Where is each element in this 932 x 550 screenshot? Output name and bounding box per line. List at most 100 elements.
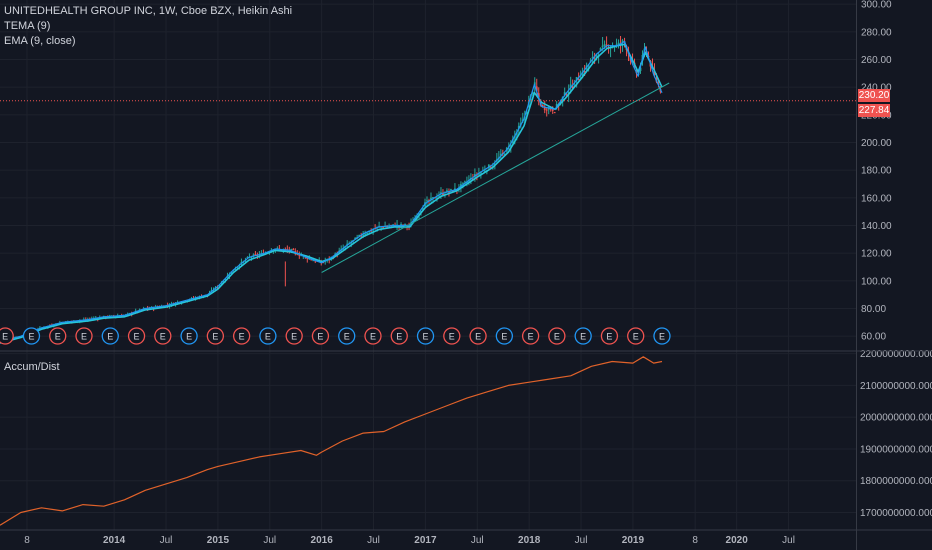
earnings-marker-label: E [370, 332, 376, 342]
candle-body [605, 44, 608, 46]
earnings-marker-label: E [55, 332, 61, 342]
earnings-marker-label: E [528, 332, 534, 342]
candle-body [509, 145, 512, 147]
earnings-marker-icon [338, 327, 356, 345]
candle-body [603, 44, 606, 47]
candle-body [254, 254, 257, 256]
price-tick-label: 200.00 [861, 138, 892, 149]
earnings-marker-icon [206, 327, 225, 345]
candle-body [346, 243, 349, 245]
time-tick-label: 2017 [414, 535, 437, 546]
price-tick-label: 120.00 [861, 249, 892, 260]
earnings-marker-icon [285, 327, 303, 345]
earnings-marker-label: E [606, 332, 612, 342]
candle-body [440, 192, 442, 194]
earnings-marker-label: E [423, 332, 429, 342]
earnings-marker-icon [574, 327, 592, 345]
ad-line [0, 356, 663, 526]
earnings-marker-label: E [475, 332, 481, 342]
earnings-marker-icon [469, 327, 487, 345]
indicator-lines [0, 40, 856, 526]
candle-body [228, 275, 231, 277]
time-tick-label: 2018 [518, 535, 541, 546]
candle-body [294, 251, 297, 253]
earnings-marker-icon [127, 327, 146, 345]
time-tick-label: Jul [471, 535, 484, 546]
earnings-marker-icon [495, 327, 513, 345]
candle-body [250, 257, 253, 259]
candle-body [436, 197, 438, 199]
tema-line [0, 40, 663, 343]
earnings-marker-label: E [580, 332, 586, 342]
candle-body [599, 48, 602, 52]
candle-body [450, 189, 452, 191]
earnings-marker-icon [627, 327, 645, 345]
ad-tick-label: 2200000000.0000 [860, 349, 932, 360]
candle-body [448, 191, 450, 193]
candle-body [234, 268, 237, 270]
earnings-marker-icon [443, 327, 461, 345]
candle-body [432, 197, 434, 199]
candle-body [236, 267, 239, 269]
earnings-marker-icon [600, 327, 619, 345]
candle-body [613, 46, 616, 48]
time-tick-label: 2020 [726, 535, 749, 546]
candle-body [545, 109, 548, 111]
earnings-marker-label: E [554, 332, 560, 342]
candle-body [537, 93, 540, 98]
candle-body [260, 252, 263, 254]
candle-body [364, 233, 367, 235]
candle-body [543, 107, 546, 110]
earnings-marker-label: E [28, 332, 34, 342]
earnings-marker-icon [364, 327, 382, 345]
earnings-marker-label: E [344, 332, 350, 342]
ad-legend[interactable]: Accum/Dist [4, 361, 60, 373]
candle-body [252, 254, 255, 257]
ad-tick-label: 1800000000.0000 [860, 476, 932, 487]
candle-body [382, 227, 385, 229]
candle-body [577, 79, 580, 81]
earnings-marker-label: E [265, 332, 271, 342]
candle-body [218, 285, 221, 287]
candle-body [535, 86, 538, 91]
earnings-marker-icon [416, 327, 435, 345]
ema-legend[interactable]: EMA (9, close) [4, 35, 76, 47]
price-tick-label: 260.00 [861, 55, 892, 66]
earnings-marker-label: E [501, 332, 507, 342]
candle-body [322, 262, 325, 264]
time-tick-label: Jul [575, 535, 588, 546]
candle-body [639, 67, 642, 72]
time-tick-label: 2014 [103, 535, 126, 546]
candle-body [565, 94, 568, 96]
earnings-marker-icon [653, 327, 671, 345]
price-tick-label: 300.00 [861, 0, 892, 11]
earnings-marker-label: E [396, 332, 402, 342]
candle-body [601, 45, 604, 48]
time-tick-label: Jul [160, 535, 173, 546]
time-tick-label: Jul [782, 535, 795, 546]
earnings-marker-label: E [291, 332, 297, 342]
candle-body [615, 44, 618, 46]
candle-body [446, 190, 448, 193]
candle-body [531, 92, 534, 94]
candle-body [462, 182, 464, 184]
earnings-marker-label: E [107, 332, 113, 342]
candle-body [583, 71, 586, 73]
earnings-marker-icon [101, 327, 119, 345]
earnings-marker-icon [75, 327, 93, 345]
price-tick-label: 100.00 [861, 276, 892, 287]
ema-line [0, 43, 663, 344]
candle-body [477, 173, 480, 175]
price-tick-label: 60.00 [861, 332, 886, 343]
candle-body [392, 224, 394, 226]
candle-body [438, 195, 440, 197]
candle-body [232, 270, 235, 272]
candle-body [653, 70, 656, 76]
tema-legend[interactable]: TEMA (9) [4, 20, 51, 32]
candle-body [220, 282, 223, 285]
earnings-marker-icon [0, 327, 14, 345]
candle-body [366, 233, 369, 235]
candle-body [541, 105, 544, 107]
